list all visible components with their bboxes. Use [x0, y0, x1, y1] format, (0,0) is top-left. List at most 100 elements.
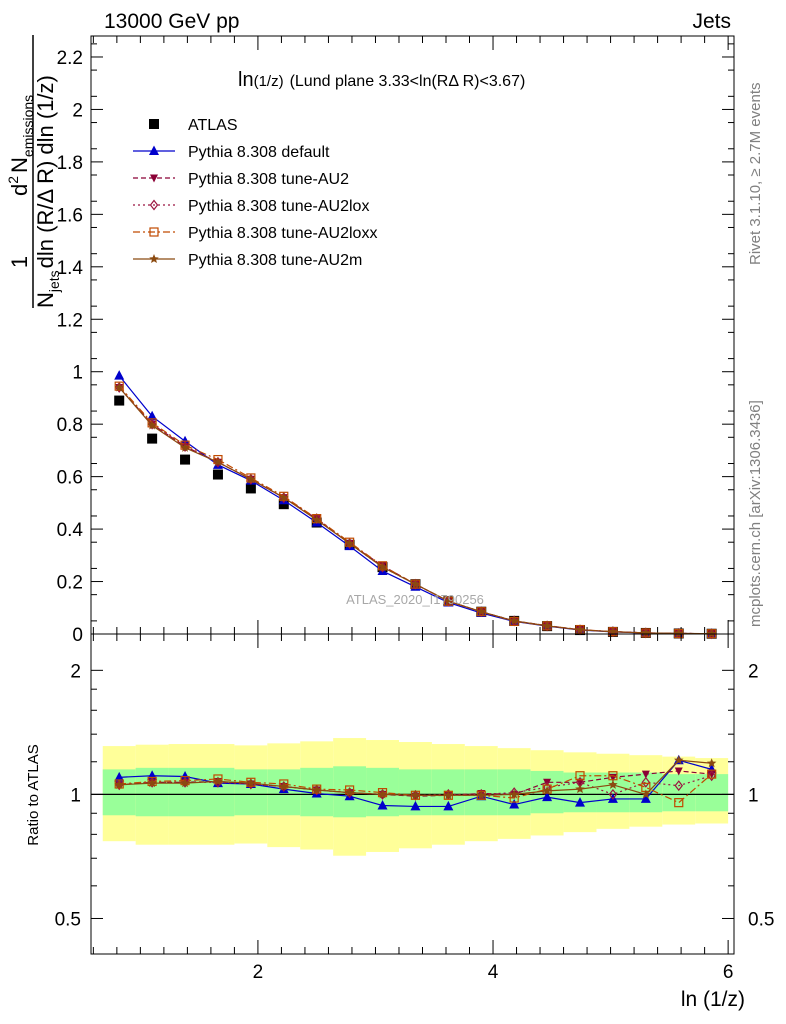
ratio-point-au2: [707, 770, 716, 779]
ratio-band-inner: [234, 769, 268, 816]
ylabel-dln: dln (R/Δ R) dln (1/z): [33, 75, 58, 268]
legend-marker-au2: [150, 174, 158, 183]
ratio-y-tick-label-right: 1: [748, 785, 759, 806]
ratio-point-au2lox: [641, 776, 651, 788]
ratio-point-default: [377, 799, 388, 810]
legend-item-atlas: ATLAS: [149, 117, 238, 134]
ratio-band-inner: [201, 767, 235, 817]
main-x-ticks: [92, 36, 729, 634]
main-point-atlas: [212, 469, 223, 480]
legend: ATLAS Pythia 8.308 default Pythia 8.308 tu…: [133, 117, 377, 269]
main-point-au2m: [410, 579, 421, 589]
main-point-default: [114, 370, 125, 380]
main-point-au2m: [641, 627, 651, 637]
ratio-point-default: [114, 771, 125, 782]
ratio-point-default: [180, 771, 191, 781]
legend-label-au2: Pythia 8.308 tune-AU2: [188, 171, 349, 188]
main-y-label: 1 Njets dln (R/Δ R) dln (1/z) d2 Nemission…: [5, 35, 62, 308]
rivet-label: Rivet 3.1.10, ≥ 2.7M events: [747, 83, 764, 266]
ratio-point-au2m: [311, 784, 322, 795]
ratio-point-au2m: [575, 784, 585, 794]
main-y-tick-label: 1.8: [57, 153, 83, 174]
ratio-point-au2m: [147, 778, 157, 788]
legend-label-au2m: Pythia 8.308 tune-AU2m: [188, 252, 362, 269]
main-series-au2m: [114, 382, 717, 638]
main-point-atlas: [147, 433, 158, 444]
ratio-point-au2m: [641, 789, 651, 799]
ratio-point-default: [443, 800, 454, 811]
main-point-default: [147, 410, 158, 421]
main-point-au2m: [246, 474, 256, 484]
legend-label-atlas: ATLAS: [188, 117, 238, 134]
ylabel-emissions: emissions: [20, 95, 36, 157]
main-y-tick-label: 1.2: [57, 310, 83, 331]
ratio-x-tick-label: 4: [488, 962, 499, 983]
main-y-tick-label: 2.2: [57, 48, 83, 69]
plot-title-rest: (Lund plane 3.33<ln(RΔ R)<3.67): [290, 73, 526, 90]
ylabel-d: d: [7, 184, 32, 196]
main-point-au2m: [279, 492, 289, 502]
ratio-x-ticks: 2 4 6: [92, 634, 734, 983]
main-y-tick-label: 0.6: [57, 468, 83, 489]
ratio-point-au2: [641, 770, 650, 779]
main-point-au2m: [443, 596, 454, 606]
legend-item-au2lox: Pythia 8.308 tune-AU2lox: [133, 198, 369, 215]
main-y-tick-label: 1.6: [57, 205, 83, 226]
main-point-atlas: [245, 483, 256, 494]
main-point-au2m: [377, 562, 388, 572]
ratio-x-tick-label: 6: [723, 962, 734, 983]
ratio-point-au2loxx: [608, 771, 618, 781]
main-point-au2m: [706, 628, 717, 638]
ratio-point-au2lox: [608, 788, 618, 800]
legend-item-au2: Pythia 8.308 tune-AU2: [133, 171, 349, 188]
ratio-point-au2lox: [707, 770, 716, 782]
ylabel-n: N: [33, 292, 58, 308]
ratio-point-au2m: [114, 779, 124, 789]
main-point-au2m: [213, 457, 223, 467]
ratio-y-tick-label: 1: [70, 785, 81, 806]
main-point-au2m: [180, 442, 190, 452]
ratio-point-default: [542, 791, 553, 802]
ylabel-one: 1: [7, 256, 32, 268]
ratio-point-au2lox: [509, 787, 519, 799]
ratio-point-au2m: [542, 785, 552, 795]
ratio-point-default: [410, 800, 421, 811]
ratio-point-au2lox: [674, 780, 684, 792]
main-point-atlas: [180, 454, 191, 465]
ylabel-denominator: Njets dln (R/Δ R) dln (1/z): [33, 75, 62, 308]
ratio-panel: 0.5 0.5 1 1 2 2 2 4 6: [55, 634, 774, 983]
ratio-frame: [90, 633, 735, 955]
ratio-point-default: [640, 793, 651, 803]
main-y-tick-label: 0.2: [57, 573, 83, 594]
main-point-atlas: [114, 395, 125, 406]
ratio-y-label: Ratio to ATLAS: [25, 744, 42, 845]
legend-item-au2loxx: Pythia 8.308 tune-AU2loxx: [133, 225, 377, 242]
main-point-au2m: [542, 620, 552, 630]
main-y-tick-label: 1.4: [57, 258, 84, 279]
legend-label-au2lox: Pythia 8.308 tune-AU2lox: [188, 198, 369, 215]
legend-marker-atlas: [149, 119, 159, 129]
ratio-point-au2loxx: [147, 776, 157, 787]
main-point-au2m: [114, 382, 124, 392]
ratio-point-au2loxx: [707, 769, 717, 779]
main-y-tick-label: 1: [72, 363, 83, 384]
ratio-y-tick-label-right: 2: [748, 661, 759, 682]
main-point-au2m: [476, 606, 487, 616]
ratio-series-au2m: [114, 755, 717, 800]
ratio-point-au2m: [410, 790, 421, 800]
plot-title: ln(1/z) (Lund plane 3.33<ln(RΔ R)<3.67): [238, 69, 525, 91]
main-point-au2lox: [180, 440, 190, 452]
main-y-ticks: 0 0.2 0.4 0.6 0.8 1 1.2 1.4 1.6 1.8 2 2.2: [57, 43, 734, 646]
main-point-au2m: [344, 538, 355, 548]
ratio-point-au2m: [180, 778, 190, 788]
ratio-point-au2loxx: [377, 788, 388, 798]
legend-label-default: Pythia 8.308 default: [188, 144, 330, 161]
ratio-point-au2m: [246, 778, 256, 788]
header-left: 13000 GeV pp: [104, 10, 239, 33]
main-y-tick-label: 0.4: [57, 520, 84, 541]
plot-title-main: ln: [238, 69, 254, 91]
ratio-point-au2m: [476, 790, 487, 800]
ratio-point-au2m: [213, 776, 223, 786]
main-panel: 0 0.2 0.4 0.6 0.8 1 1.2 1.4 1.6 1.8 2 2.2: [57, 36, 734, 646]
header-right: Jets: [692, 10, 731, 33]
